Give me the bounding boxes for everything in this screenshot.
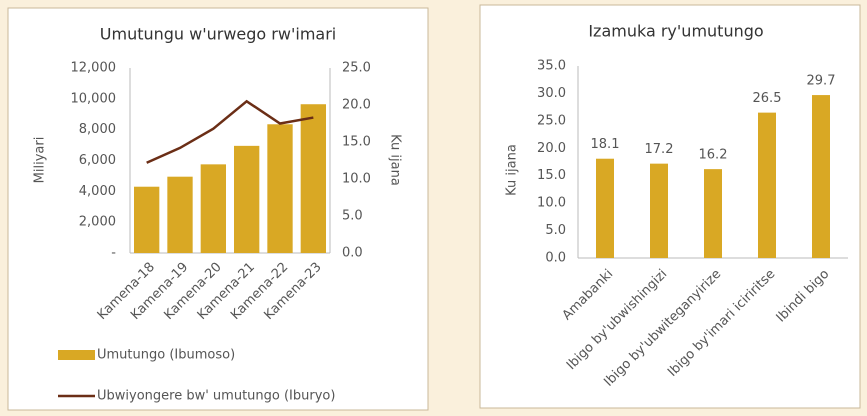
chart-title: Izamuka ry'umutungo (588, 22, 763, 41)
y-tick-label: 5.0 (545, 223, 566, 238)
right-panel (479, 4, 861, 409)
y-tick-label: 15.0 (537, 168, 566, 183)
bar (596, 158, 614, 258)
bar (812, 95, 830, 259)
y2-tick-label: 15.0 (342, 135, 371, 150)
bar (167, 176, 193, 253)
bar (650, 163, 668, 258)
y2-tick-label: 20.0 (342, 98, 371, 113)
data-label: 16.2 (699, 148, 728, 163)
legend-label: Ubwiyongere bw' umutungo (Iburyo) (97, 389, 335, 404)
y-tick-label: 0.0 (545, 251, 566, 266)
y2-tick-label: 5.0 (342, 209, 363, 224)
y-tick-label: 8,000 (79, 122, 116, 137)
bar (234, 145, 260, 253)
chart-title: Umutungu w'urwego rw'imari (100, 25, 336, 44)
y-tick-label: 2,000 (79, 215, 116, 230)
bar (300, 104, 326, 254)
bar (134, 186, 160, 253)
bar (704, 169, 722, 258)
y-axis-label: Ku ijana (505, 144, 520, 196)
y2-tick-label: 0.0 (342, 246, 363, 261)
y-tick-label: 35.0 (537, 59, 566, 74)
y2-tick-label: 25.0 (342, 61, 371, 76)
bar (200, 164, 226, 253)
data-label: 29.7 (807, 74, 836, 89)
y-tick-label: 6,000 (79, 153, 116, 168)
y-tick-label: 20.0 (537, 141, 566, 156)
legend-swatch (58, 350, 95, 360)
y2-axis-label: Ku ijana (388, 134, 403, 186)
line (146, 99, 314, 164)
y-tick-label: 10.0 (537, 196, 566, 211)
legend-label: Umutungo (Ibumoso) (97, 348, 235, 363)
y-tick-label: 30.0 (537, 86, 566, 101)
data-label: 17.2 (645, 142, 674, 157)
data-label: 26.5 (753, 91, 782, 106)
y-tick-label: - (111, 246, 116, 261)
y-tick-label: 4,000 (79, 184, 116, 199)
data-label: 18.1 (591, 137, 620, 152)
bar (758, 112, 776, 258)
y2-tick-label: 10.0 (342, 172, 371, 187)
bar (267, 124, 293, 253)
y-axis-label: Miliyari (33, 137, 48, 184)
y-tick-label: 12,000 (71, 61, 117, 76)
y-tick-label: 10,000 (71, 91, 117, 106)
y-tick-label: 25.0 (537, 113, 566, 128)
